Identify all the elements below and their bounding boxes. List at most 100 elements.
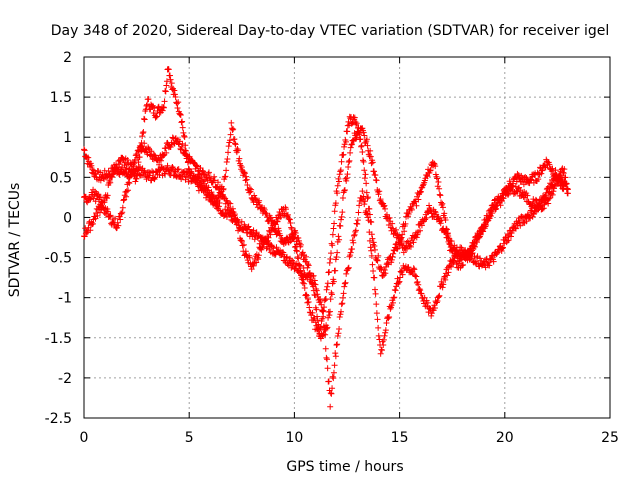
data-point-marker <box>277 214 284 221</box>
data-point-marker <box>175 166 182 173</box>
x-tick-label: 0 <box>80 430 89 446</box>
data-point-marker <box>460 261 467 268</box>
data-point-marker <box>467 251 474 258</box>
y-tick-label: -1.5 <box>45 331 72 347</box>
data-point-marker <box>381 266 388 273</box>
data-point-marker <box>295 234 302 241</box>
data-point-marker <box>226 137 233 144</box>
series-track-b <box>81 154 571 410</box>
data-point-marker <box>269 225 276 232</box>
data-point-marker <box>338 213 345 220</box>
data-point-marker <box>549 191 556 198</box>
data-point-marker <box>337 222 344 229</box>
data-point-marker <box>212 195 219 202</box>
data-point-marker <box>179 124 186 131</box>
data-point-marker <box>139 130 146 137</box>
data-point-marker <box>359 157 366 164</box>
data-point-marker <box>231 211 238 218</box>
data-point-marker <box>279 206 286 213</box>
data-point-marker <box>349 141 356 148</box>
data-point-marker <box>505 237 512 244</box>
data-point-marker <box>369 261 376 268</box>
data-point-marker <box>514 170 521 177</box>
data-point-marker <box>388 256 395 263</box>
data-point-marker <box>240 241 247 248</box>
data-point-marker <box>171 91 178 98</box>
data-point-marker <box>130 161 137 168</box>
data-point-marker <box>297 241 304 248</box>
data-point-marker <box>362 171 369 178</box>
data-point-marker <box>89 166 96 173</box>
data-point-marker <box>336 326 343 333</box>
data-point-marker <box>317 298 324 305</box>
data-point-marker <box>539 166 546 173</box>
data-point-marker <box>389 299 396 306</box>
data-point-marker <box>106 213 113 220</box>
data-point-marker <box>538 198 545 205</box>
data-point-marker <box>238 237 245 244</box>
data-point-marker <box>283 253 290 260</box>
data-point-marker <box>363 180 370 187</box>
data-point-marker <box>303 291 310 298</box>
data-point-marker <box>475 232 482 239</box>
data-point-marker <box>336 236 343 243</box>
data-point-marker <box>340 151 347 158</box>
data-point-marker <box>386 313 393 320</box>
data-point-marker <box>334 249 341 256</box>
data-point-marker <box>472 243 479 250</box>
data-point-marker <box>248 186 255 193</box>
data-point-marker <box>283 212 290 219</box>
data-point-marker <box>234 145 241 152</box>
data-point-marker <box>326 268 333 275</box>
data-point-marker <box>330 278 337 285</box>
data-point-marker <box>555 176 562 183</box>
data-point-marker <box>123 193 130 200</box>
data-point-marker <box>378 265 385 272</box>
data-point-marker <box>259 244 266 251</box>
data-point-marker <box>411 272 418 279</box>
data-point-marker <box>331 362 338 369</box>
data-point-marker <box>502 234 509 241</box>
data-point-marker <box>280 249 287 256</box>
data-point-marker <box>341 187 348 194</box>
data-point-marker <box>344 171 351 178</box>
data-point-marker <box>300 276 307 283</box>
data-point-marker <box>425 309 432 316</box>
data-point-marker <box>364 142 371 149</box>
data-point-marker <box>293 248 300 255</box>
data-point-marker <box>361 132 368 139</box>
data-point-marker <box>133 175 140 182</box>
data-point-marker <box>414 278 421 285</box>
data-point-marker <box>378 346 385 353</box>
data-point-marker <box>485 215 492 222</box>
data-point-marker <box>223 167 230 174</box>
data-point-marker <box>404 210 411 217</box>
data-point-marker <box>264 237 271 244</box>
data-point-marker <box>104 208 111 215</box>
data-point-marker <box>92 171 99 178</box>
data-point-marker <box>234 217 241 224</box>
x-tick-label: 25 <box>601 430 619 446</box>
data-point-marker <box>363 136 370 143</box>
data-point-marker <box>85 154 92 161</box>
data-point-marker <box>493 250 500 257</box>
data-point-marker <box>295 255 302 262</box>
data-point-marker <box>413 234 420 241</box>
data-point-marker <box>323 286 330 293</box>
data-point-marker <box>345 159 352 166</box>
data-point-marker <box>299 249 306 256</box>
data-point-marker <box>141 115 148 122</box>
data-point-marker <box>365 217 372 224</box>
data-point-marker <box>500 195 507 202</box>
data-point-marker <box>238 164 245 171</box>
data-point-marker <box>343 175 350 182</box>
data-point-marker <box>171 169 178 176</box>
data-point-marker <box>361 175 368 182</box>
data-point-marker <box>329 373 336 380</box>
data-point-marker <box>379 272 386 279</box>
data-point-marker <box>389 220 396 227</box>
data-point-marker <box>414 231 421 238</box>
x-tick-label: 10 <box>285 430 303 446</box>
data-point-marker <box>231 136 238 143</box>
